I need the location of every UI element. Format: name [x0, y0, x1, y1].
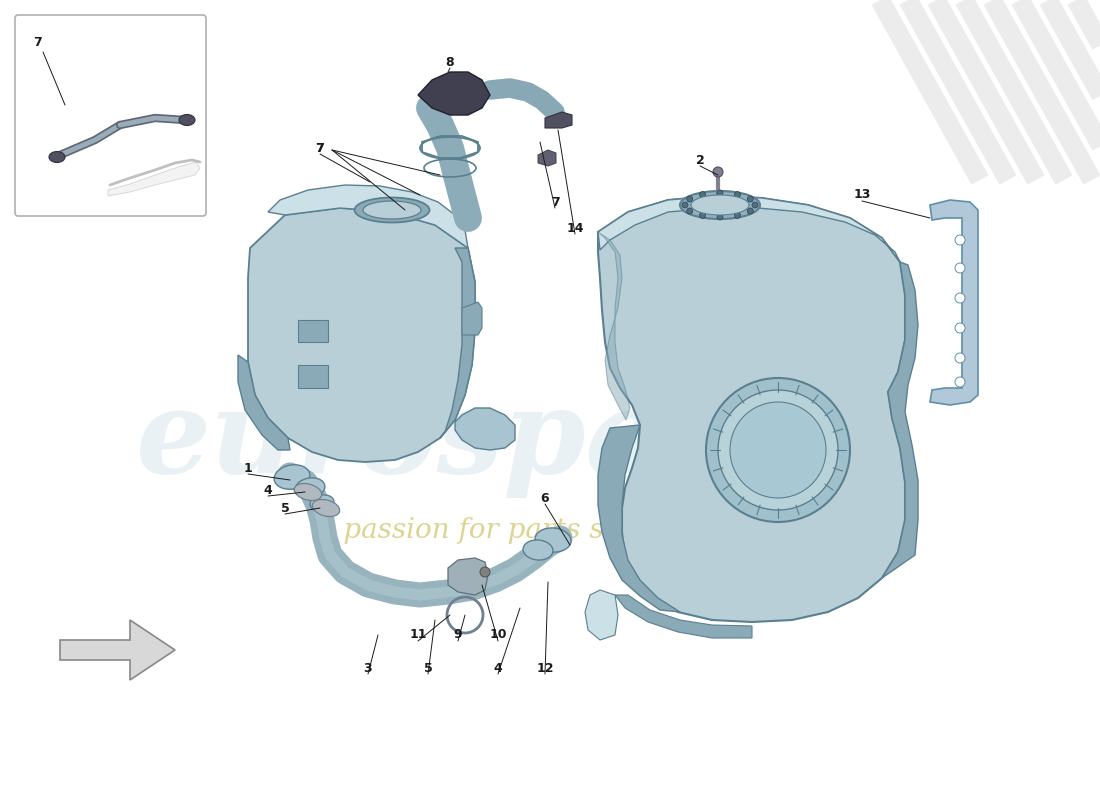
Ellipse shape — [535, 528, 571, 552]
Polygon shape — [298, 320, 328, 342]
Text: 11: 11 — [409, 629, 427, 642]
Ellipse shape — [50, 151, 65, 162]
Text: 7: 7 — [551, 195, 560, 209]
Text: a passion for parts since 1985: a passion for parts since 1985 — [318, 517, 741, 543]
Polygon shape — [544, 112, 572, 128]
Text: 14: 14 — [566, 222, 584, 234]
Circle shape — [718, 390, 838, 510]
Circle shape — [717, 190, 723, 196]
Circle shape — [700, 212, 705, 218]
Text: 5: 5 — [280, 502, 289, 514]
Circle shape — [955, 263, 965, 273]
Circle shape — [747, 208, 754, 214]
Ellipse shape — [310, 495, 334, 511]
Circle shape — [700, 192, 705, 198]
Polygon shape — [598, 196, 905, 622]
Circle shape — [955, 353, 965, 363]
Text: 13: 13 — [854, 189, 871, 202]
Text: 4: 4 — [264, 483, 273, 497]
Polygon shape — [440, 248, 475, 438]
Circle shape — [730, 402, 826, 498]
Ellipse shape — [312, 499, 340, 517]
Circle shape — [735, 212, 740, 218]
Polygon shape — [238, 355, 290, 450]
Polygon shape — [298, 365, 328, 388]
Ellipse shape — [274, 465, 310, 490]
FancyBboxPatch shape — [15, 15, 206, 216]
Polygon shape — [108, 162, 200, 196]
Text: 1: 1 — [243, 462, 252, 474]
Polygon shape — [60, 620, 175, 680]
Ellipse shape — [179, 114, 195, 126]
Circle shape — [706, 378, 850, 522]
Polygon shape — [248, 208, 475, 462]
Ellipse shape — [354, 198, 429, 222]
Circle shape — [955, 293, 965, 303]
Text: 7: 7 — [316, 142, 324, 154]
Text: 9: 9 — [453, 629, 462, 642]
Ellipse shape — [363, 201, 421, 219]
Circle shape — [735, 192, 740, 198]
Polygon shape — [598, 232, 630, 420]
Polygon shape — [455, 408, 515, 450]
Circle shape — [480, 567, 490, 577]
Text: 7: 7 — [316, 142, 324, 154]
Circle shape — [686, 208, 693, 214]
Text: 8: 8 — [446, 55, 454, 69]
Polygon shape — [930, 200, 978, 405]
Circle shape — [955, 377, 965, 387]
Text: 4: 4 — [494, 662, 503, 674]
Text: 12: 12 — [537, 662, 553, 674]
Ellipse shape — [680, 191, 760, 219]
Circle shape — [713, 167, 723, 177]
Polygon shape — [598, 425, 680, 612]
Polygon shape — [585, 590, 618, 640]
Text: 10: 10 — [490, 629, 507, 642]
Ellipse shape — [522, 540, 553, 560]
Circle shape — [686, 196, 693, 202]
Text: 2: 2 — [695, 154, 704, 166]
Ellipse shape — [295, 483, 321, 501]
Circle shape — [682, 202, 688, 208]
Circle shape — [752, 202, 758, 208]
Circle shape — [747, 196, 754, 202]
Ellipse shape — [295, 478, 324, 498]
Polygon shape — [448, 558, 488, 595]
Polygon shape — [882, 262, 918, 578]
Text: eurospares: eurospares — [134, 382, 866, 498]
Polygon shape — [418, 72, 490, 115]
Polygon shape — [462, 302, 482, 335]
Text: 7: 7 — [34, 35, 43, 49]
Circle shape — [717, 214, 723, 220]
Ellipse shape — [691, 195, 749, 215]
Polygon shape — [598, 196, 900, 262]
Text: 3: 3 — [364, 662, 372, 674]
Polygon shape — [268, 185, 468, 248]
Text: 5: 5 — [424, 662, 432, 674]
Polygon shape — [615, 595, 752, 638]
Text: 6: 6 — [541, 491, 549, 505]
Polygon shape — [538, 150, 556, 166]
Circle shape — [955, 235, 965, 245]
Circle shape — [955, 323, 965, 333]
